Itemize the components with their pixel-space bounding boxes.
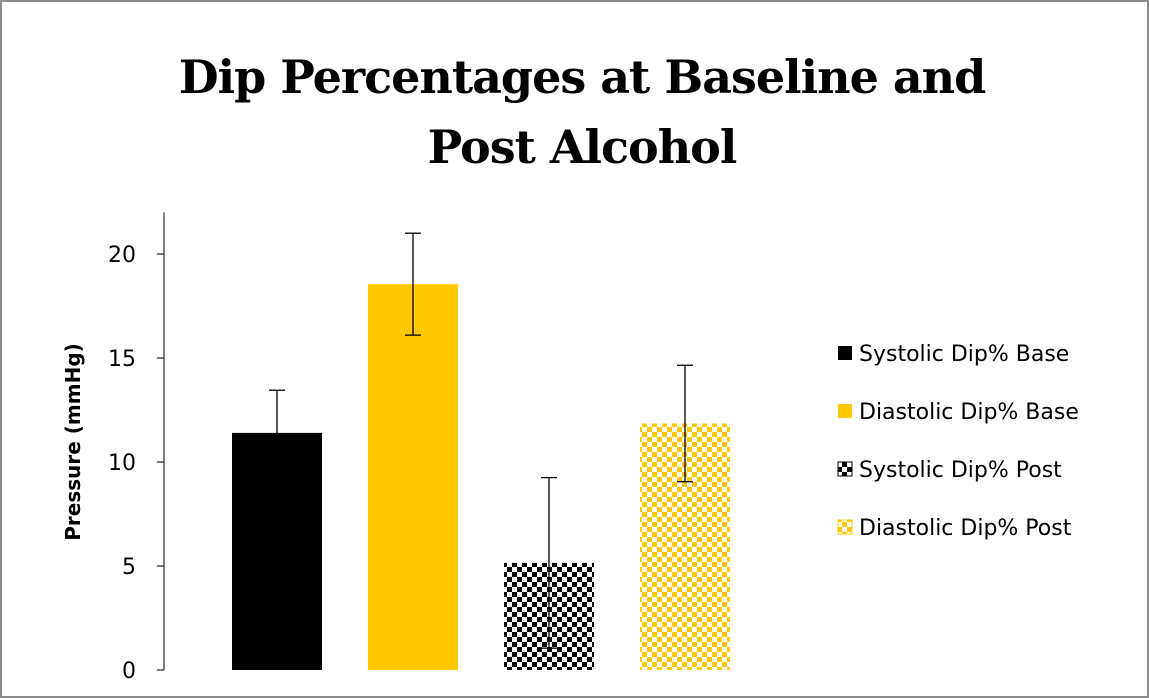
- legend-swatch: [838, 404, 852, 418]
- y-tick-label: 0: [122, 659, 136, 684]
- error-bar-2: [405, 232, 421, 336]
- legend-item-2: Diastolic Dip% Base: [838, 400, 1079, 425]
- legend-swatch: [838, 346, 852, 360]
- legend-swatch: [837, 461, 853, 477]
- y-tick-label: 20: [108, 243, 136, 268]
- legend-label: Diastolic Dip% Post: [859, 516, 1072, 541]
- legend-label: Systolic Dip% Post: [859, 458, 1062, 483]
- legend-item-3: Systolic Dip% Post: [837, 458, 1062, 483]
- legend-label: Diastolic Dip% Base: [859, 400, 1079, 425]
- error-bar-4: [677, 364, 693, 483]
- y-tick-label: 10: [108, 451, 136, 476]
- legend-item-1: Systolic Dip% Base: [838, 342, 1069, 367]
- y-axis-title: Pressure (mmHg): [61, 343, 85, 541]
- y-tick-label: 15: [108, 347, 136, 372]
- y-tick-label: 5: [122, 555, 136, 580]
- error-bar-3: [541, 476, 557, 649]
- chart-title-line-2: Post Alcohol: [427, 120, 738, 174]
- legend-swatch: [837, 519, 853, 535]
- error-bar-1: [269, 389, 285, 477]
- chart-title-line-1: Dip Percentages at Baseline and: [178, 50, 987, 104]
- legend-label: Systolic Dip% Base: [859, 342, 1069, 367]
- bar-2: [368, 284, 458, 670]
- legend-item-4: Diastolic Dip% Post: [837, 516, 1072, 541]
